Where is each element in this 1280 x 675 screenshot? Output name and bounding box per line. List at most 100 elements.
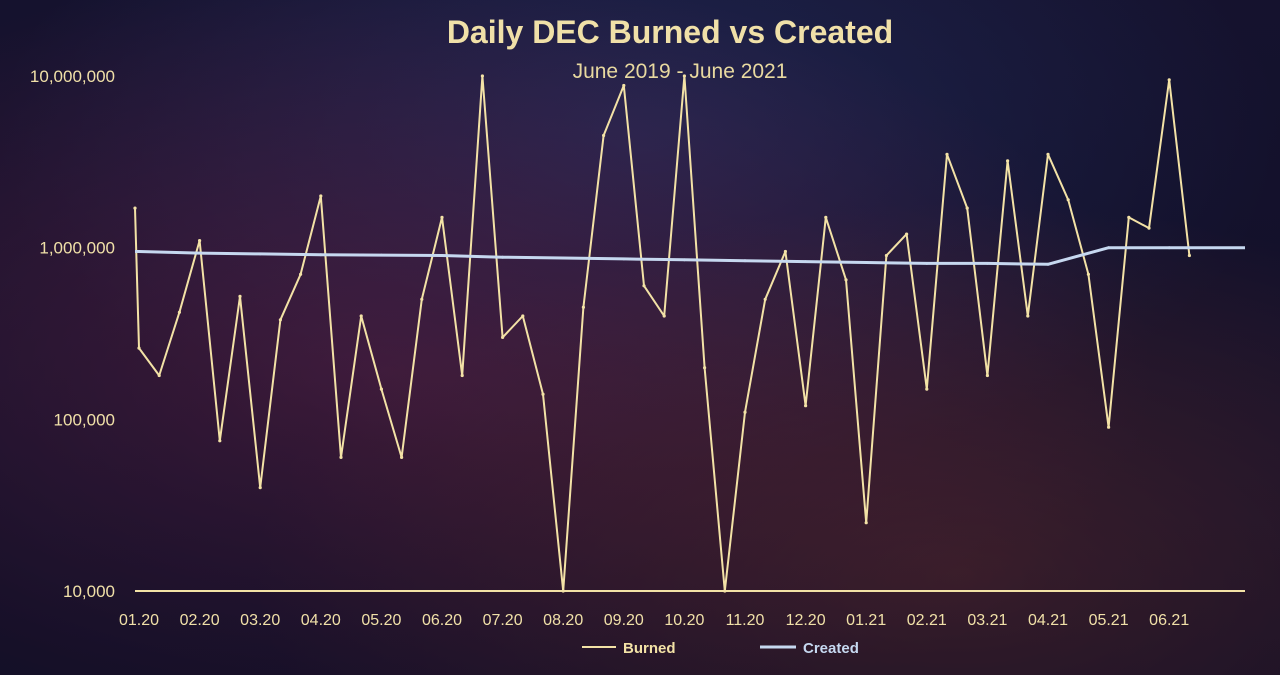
series-burned-point [864, 521, 868, 525]
series-created-point [743, 259, 747, 263]
x-axis: 01.20 02.20 03.20 04.20 05.20 06.20 07.20 08.20… [119, 612, 1189, 629]
x-tick-label: 03.21 [967, 612, 1007, 629]
series-created-point [925, 262, 929, 265]
series-burned-point [177, 310, 181, 314]
series-created-point [137, 250, 141, 253]
series-burned-point [844, 278, 848, 282]
x-tick-label: 06.21 [1149, 612, 1189, 629]
series-created-point [864, 261, 868, 264]
series-burned-point [1107, 425, 1111, 429]
x-tick-label: 01.21 [846, 612, 886, 629]
series-burned-point [1127, 215, 1131, 219]
series-burned-point [804, 404, 808, 408]
series-burned-point [723, 589, 727, 593]
series-burned-point [985, 373, 990, 378]
series-burned-point [400, 455, 404, 459]
series-created-point [561, 256, 565, 260]
y-tick-label: 10,000,000 [30, 67, 115, 86]
series-burned-point [622, 83, 626, 88]
series-burned-point [359, 314, 363, 318]
series-burned-point [1006, 159, 1010, 163]
series-burned-point [925, 387, 929, 391]
series-burned-point [905, 232, 909, 236]
series-burned-point [1167, 78, 1171, 82]
series-burned-point [1066, 198, 1070, 202]
series-burned-point [1147, 226, 1151, 230]
series-burned-point [561, 589, 565, 593]
legend-created-label: Created [803, 640, 859, 657]
x-tick-label: 01.20 [119, 612, 159, 629]
x-tick-label: 09.20 [604, 612, 644, 629]
x-tick-label: 04.20 [301, 612, 341, 629]
series-burned-point [884, 253, 889, 258]
legend: Burned Created [582, 640, 859, 657]
x-tick-label: 06.20 [422, 612, 462, 629]
x-tick-label: 07.20 [483, 612, 523, 629]
series-created-point [198, 251, 202, 255]
x-tick-label: 11.20 [726, 612, 765, 629]
x-tick-label: 04.21 [1028, 612, 1068, 629]
series-burned-point [420, 297, 424, 301]
y-axis: 10,000 100,000 1,000,000 10,000,000 [30, 67, 115, 601]
series-created-point [380, 253, 383, 257]
x-tick-label: 08.20 [543, 612, 583, 629]
series-burned-point [319, 194, 323, 198]
x-tick-label: 05.20 [361, 612, 401, 629]
series-burned-point [642, 284, 646, 288]
series-burned-point [824, 215, 828, 219]
series-burned-line [134, 75, 1191, 592]
series-burned-point [521, 314, 525, 318]
series-created-point [501, 255, 504, 259]
series-burned-point [602, 133, 606, 138]
x-tick-label: 12.20 [786, 612, 826, 629]
series-burned-point [662, 314, 666, 318]
series-burned-point [278, 318, 282, 322]
series-burned-point [1046, 152, 1050, 156]
chart-subtitle: June 2019 - June 2021 [573, 60, 788, 83]
series-burned-point [1187, 253, 1191, 258]
series-created-point [683, 258, 686, 262]
series-burned-point [198, 239, 202, 243]
series-created-point [622, 257, 626, 261]
series-created-point [986, 262, 989, 265]
legend-burned-label: Burned [623, 640, 676, 657]
series-burned-point [339, 455, 343, 459]
series-burned-point [157, 373, 161, 378]
series-burned-point [440, 215, 444, 219]
x-tick-label: 10.20 [664, 612, 704, 629]
series-burned-point [299, 272, 303, 276]
x-tick-label: 05.21 [1089, 612, 1129, 629]
series-burned-point [682, 74, 687, 78]
chart-title: Daily DEC Burned vs Created [447, 14, 893, 50]
series-burned-point [581, 305, 586, 309]
y-tick-label: 1,000,000 [39, 239, 115, 258]
series-created-point [440, 254, 444, 257]
series-burned-point [137, 346, 141, 350]
series-burned-point [258, 486, 262, 490]
series-created-point [1167, 246, 1171, 250]
series-burned-point [501, 335, 505, 339]
series-burned-point [1086, 272, 1090, 276]
series-created-point [319, 253, 323, 257]
series-burned-point [1026, 314, 1030, 318]
series-burned-point [703, 366, 707, 370]
series-burned-point [763, 297, 767, 301]
y-tick-label: 10,000 [63, 582, 115, 601]
series-burned-point [743, 410, 747, 414]
series-layer [133, 74, 1245, 593]
series-burned-point [480, 74, 484, 78]
series-created-point [258, 252, 262, 256]
x-tick-label: 02.20 [180, 612, 220, 629]
series-burned-point [238, 294, 242, 298]
x-tick-label: 03.20 [240, 612, 280, 629]
series-burned-point [541, 392, 545, 396]
series-created-point [1107, 246, 1110, 250]
series-burned-point [218, 439, 222, 443]
series-burned-point [460, 373, 464, 378]
series-burned-point [965, 206, 969, 210]
series-created-point [1046, 262, 1050, 266]
series-created-point [804, 260, 807, 263]
